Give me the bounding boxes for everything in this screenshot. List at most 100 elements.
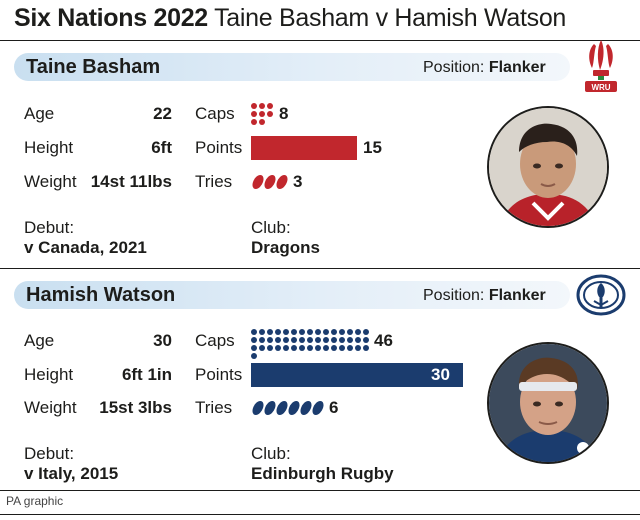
cap-dot bbox=[267, 103, 273, 109]
cap-dot bbox=[251, 329, 257, 335]
cap-dot bbox=[299, 345, 305, 351]
player-2-club-value: Edinburgh Rugby bbox=[251, 464, 394, 483]
player-2-points-bar bbox=[251, 363, 463, 387]
cap-dot bbox=[251, 119, 257, 125]
player-2-weight-value: 15st 3lbs bbox=[99, 398, 172, 417]
cap-dot bbox=[291, 345, 297, 351]
player-1-age-label: Age bbox=[24, 104, 55, 123]
cap-dot bbox=[283, 337, 289, 343]
cap-dot bbox=[347, 337, 353, 343]
cap-dot bbox=[251, 103, 257, 109]
player-1-tries-value: 3 bbox=[293, 172, 303, 191]
player-1-club-label: Club: bbox=[251, 218, 291, 237]
player-2-weight-label: Weight bbox=[24, 398, 77, 417]
player-2-points-label: Points bbox=[195, 365, 243, 384]
cap-dot bbox=[251, 111, 257, 117]
player-1-position: Position: Flanker bbox=[423, 59, 546, 76]
cap-dot bbox=[267, 337, 273, 343]
cap-dot bbox=[331, 345, 337, 351]
wru-badge-text: WRU bbox=[591, 83, 610, 92]
cap-dot bbox=[307, 345, 313, 351]
cap-dot bbox=[315, 329, 321, 335]
try-ball-icon bbox=[250, 401, 266, 415]
player-2-age-value: 30 bbox=[153, 331, 172, 350]
player-2-height-value: 6ft 1in bbox=[121, 365, 172, 384]
cap-dot bbox=[259, 119, 265, 125]
player-1-weight-value: 14st 11lbs bbox=[90, 172, 172, 191]
player-1-points-bar bbox=[251, 136, 357, 160]
cap-dot bbox=[363, 329, 369, 335]
player-1-height-value: 6ft bbox=[151, 138, 172, 157]
footer-credit: PA graphic bbox=[6, 494, 64, 508]
cap-dot bbox=[275, 345, 281, 351]
player-1-caps-value: 8 bbox=[279, 104, 289, 123]
cap-dot bbox=[267, 329, 273, 335]
title-divider bbox=[0, 40, 640, 41]
try-ball-icon bbox=[298, 401, 314, 415]
player-1-points-value: 15 bbox=[363, 138, 382, 157]
cap-dot bbox=[267, 111, 273, 117]
player-2-height-label: Height bbox=[24, 365, 74, 384]
cap-dot bbox=[355, 329, 361, 335]
cap-dot bbox=[339, 345, 345, 351]
cap-dot bbox=[323, 345, 329, 351]
try-ball-icon bbox=[262, 401, 278, 415]
player-1-name: Taine Basham bbox=[26, 56, 161, 78]
cap-dot bbox=[355, 345, 361, 351]
cap-dot bbox=[283, 329, 289, 335]
player-2-caps-label: Caps bbox=[195, 331, 235, 350]
player-2-name: Hamish Watson bbox=[26, 284, 176, 306]
cap-dot bbox=[299, 337, 305, 343]
bottom-rule bbox=[0, 514, 640, 515]
cap-dot bbox=[259, 103, 265, 109]
try-ball-icon bbox=[274, 175, 290, 189]
player-2-tries-balls bbox=[250, 401, 326, 415]
player-2-avatar bbox=[487, 342, 609, 464]
try-ball-icon bbox=[310, 401, 326, 415]
cap-dot bbox=[307, 329, 313, 335]
footer-divider bbox=[0, 490, 640, 491]
cap-dot bbox=[259, 111, 265, 117]
cap-dot bbox=[259, 329, 265, 335]
section-divider bbox=[0, 268, 640, 269]
cap-dot bbox=[291, 337, 297, 343]
player-2-debut-label: Debut: bbox=[24, 444, 75, 463]
cap-dot bbox=[323, 329, 329, 335]
player-1-tries-label: Tries bbox=[195, 172, 233, 191]
player-1-points-label: Points bbox=[195, 138, 243, 157]
cap-dot bbox=[355, 337, 361, 343]
cap-dot bbox=[363, 345, 369, 351]
cap-dot bbox=[259, 337, 265, 343]
player-2-tries-value: 6 bbox=[329, 398, 339, 417]
player-1-debut-value: v Canada, 2021 bbox=[24, 238, 147, 257]
player-1-caps-dots bbox=[251, 103, 275, 125]
player-2-header-bar bbox=[14, 281, 570, 309]
scottish-rugby-thistle-icon bbox=[576, 273, 626, 317]
cap-dot bbox=[331, 337, 337, 343]
cap-dot bbox=[275, 337, 281, 343]
player-1-weight-label: Weight bbox=[24, 172, 77, 191]
cap-dot bbox=[251, 337, 257, 343]
cap-dot bbox=[315, 345, 321, 351]
player-1-debut-label: Debut: bbox=[24, 218, 75, 237]
cap-dot bbox=[283, 345, 289, 351]
wru-feathers-icon: WRU bbox=[576, 38, 626, 96]
player-2-position: Position: Flanker bbox=[423, 287, 546, 304]
player-1-club-value: Dragons bbox=[251, 238, 320, 257]
cap-dot bbox=[323, 337, 329, 343]
cap-dot bbox=[339, 337, 345, 343]
try-ball-icon bbox=[262, 175, 278, 189]
try-ball-icon bbox=[274, 401, 290, 415]
player-2-points-value: 30 bbox=[431, 365, 450, 384]
try-ball-icon bbox=[250, 175, 266, 189]
cap-dot bbox=[259, 345, 265, 351]
cap-dot bbox=[275, 329, 281, 335]
player-2-age-label: Age bbox=[24, 331, 55, 350]
player-2-tries-label: Tries bbox=[195, 398, 233, 417]
cap-dot bbox=[331, 329, 337, 335]
cap-dot bbox=[339, 329, 345, 335]
player-1-caps-label: Caps bbox=[195, 104, 235, 123]
cap-dot bbox=[363, 337, 369, 343]
cap-dot bbox=[251, 353, 257, 359]
page-title: Six Nations 2022 Taine Basham v Hamish W… bbox=[14, 4, 567, 32]
